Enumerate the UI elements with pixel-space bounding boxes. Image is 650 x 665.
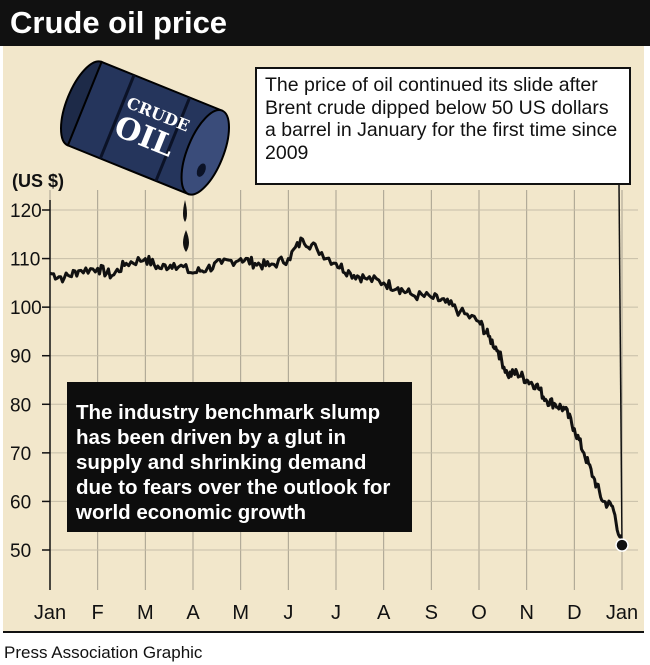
crude-oil-barrel-icon: CRUDE OIL (60, 60, 230, 196)
oil-drop-icon (183, 230, 189, 252)
y-tick-label: 90 (10, 347, 31, 368)
callout-annotation: The price of oil continued its slide aft… (255, 67, 631, 185)
x-tick-label: Jan (34, 602, 66, 624)
y-tick-label: 70 (10, 444, 31, 465)
explanation-box: The industry benchmark slump has been dr… (67, 382, 412, 532)
y-tick-label: 100 (10, 298, 42, 319)
callout-leader-line (618, 183, 623, 546)
y-tick-labels: 50 60 70 80 90 100 110 120 (10, 201, 42, 562)
y-tick-label: 50 (10, 541, 31, 562)
x-tick-labels: Jan F M A M J J A S O N D Jan (34, 602, 638, 624)
x-tick-label: O (471, 602, 487, 624)
x-tick-label: M (232, 602, 249, 624)
final-data-point (615, 538, 629, 552)
x-tick-label: A (377, 602, 391, 624)
y-axis-label: (US $) (12, 171, 64, 191)
y-tick-label: 80 (10, 395, 31, 416)
x-tick-label: J (283, 602, 293, 624)
x-tick-label: A (186, 602, 200, 624)
x-tick-label: J (331, 602, 341, 624)
price-series-line (49, 236, 624, 546)
oil-drip-icon (183, 200, 187, 222)
y-tick-label: 110 (10, 250, 40, 271)
x-tick-label: N (519, 602, 533, 624)
x-tick-label: M (137, 602, 154, 624)
x-tick-label: F (92, 602, 104, 624)
chart-axes (42, 200, 51, 590)
x-tick-label: S (425, 602, 438, 624)
source-credit: Press Association Graphic (4, 643, 203, 662)
x-tick-label: Jan (606, 602, 638, 624)
y-tick-label: 60 (10, 492, 31, 513)
y-tick-label: 120 (10, 201, 42, 222)
x-tick-label: D (567, 602, 581, 624)
title-bar: Crude oil price (0, 0, 650, 46)
chart-title: Crude oil price (10, 5, 228, 40)
